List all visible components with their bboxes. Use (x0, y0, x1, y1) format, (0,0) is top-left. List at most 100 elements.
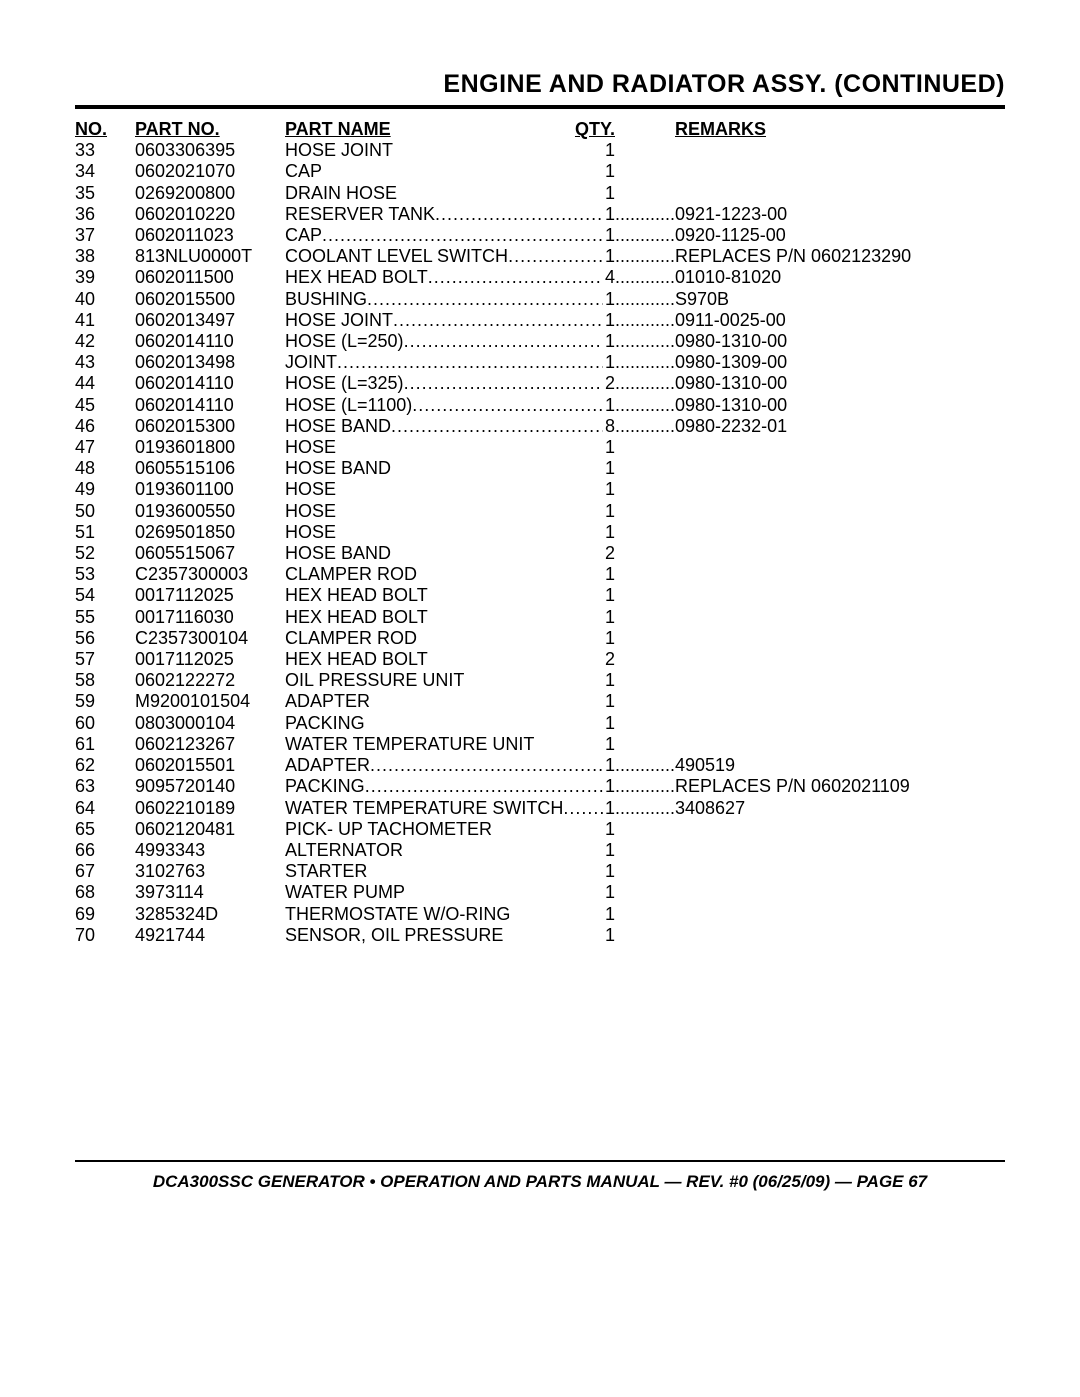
leader-dots: ........................................… (337, 352, 603, 373)
table-row: 580602122272OIL PRESSURE UNIT1 (75, 670, 1005, 691)
table-row: 440602014110HOSE (L=325) ...............… (75, 373, 1005, 394)
table-row: 370602011023CAP ........................… (75, 225, 1005, 246)
cell-name: WATER TEMPERATURE UNIT (285, 734, 534, 755)
cell-qty: 1 (603, 479, 615, 500)
leader-dots: ........................................… (428, 267, 603, 288)
cell-name-qty: ALTERNATOR1 (285, 840, 615, 861)
cell-name: PACKING (285, 776, 365, 797)
leader-dots: ........................................… (322, 225, 603, 246)
leader-dots: ........................................… (615, 416, 675, 437)
cell-qty: 1 (603, 140, 615, 161)
cell-name-qty: HOSE JOINT1 (285, 140, 615, 161)
cell-remarks (675, 501, 1005, 522)
cell-name: SENSOR, OIL PRESSURE (285, 925, 503, 946)
cell-qty: 1 (603, 225, 615, 246)
cell-no: 46 (75, 416, 135, 437)
cell-name-qty: RESERVER TANK ..........................… (285, 204, 615, 225)
table-row: 640602210189WATER TEMPERATURE SWITCH ...… (75, 798, 1005, 819)
table-row: 330603306395HOSE JOINT1 (75, 140, 1005, 161)
cell-name-qty: ADAPTER1 (285, 691, 615, 712)
cell-part-no: 0602015501 (135, 755, 285, 776)
cell-name-qty: ADAPTER ................................… (285, 755, 615, 776)
cell-no: 64 (75, 798, 135, 819)
cell-part-no: 0602122272 (135, 670, 285, 691)
table-row: 600803000104PACKING1 (75, 713, 1005, 734)
table-row: 683973114WATER PUMP1 (75, 882, 1005, 903)
cell-name: HOSE JOINT (285, 310, 393, 331)
cell-no: 52 (75, 543, 135, 564)
cell-remarks (675, 840, 1005, 861)
cell-name: WATER TEMPERATURE SWITCH (285, 798, 563, 819)
table-row: 390602011500HEX HEAD BOLT ..............… (75, 267, 1005, 288)
cell-part-no: 3285324D (135, 904, 285, 925)
cell-part-no: 0602015300 (135, 416, 285, 437)
cell-qty: 1 (603, 585, 615, 606)
cell-name: HOSE BAND (285, 458, 391, 479)
table-row: 500193600550HOSE1 (75, 501, 1005, 522)
cell-name-qty: HOSE JOINT .............................… (285, 310, 615, 331)
cell-name: HOSE BAND (285, 543, 391, 564)
cell-part-no: 0603306395 (135, 140, 285, 161)
cell-qty: 1 (603, 798, 615, 819)
table-row: 38813NLU0000TCOOLANT LEVEL SWITCH ......… (75, 246, 1005, 267)
cell-qty: 2 (603, 649, 615, 670)
cell-name-qty: PACKING ................................… (285, 776, 615, 797)
table-row: 639095720140PACKING ....................… (75, 776, 1005, 797)
cell-qty: 1 (603, 861, 615, 882)
cell-no: 59 (75, 691, 135, 712)
cell-part-no: 3973114 (135, 882, 285, 903)
cell-no: 65 (75, 819, 135, 840)
cell-part-no: 0602021070 (135, 161, 285, 182)
cell-remarks (675, 649, 1005, 670)
cell-remarks: 0920-1125-00 (675, 225, 1005, 246)
cell-qty: 1 (603, 840, 615, 861)
cell-name-qty: JOINT ..................................… (285, 352, 615, 373)
cell-remarks (675, 458, 1005, 479)
cell-name: HEX HEAD BOLT (285, 607, 428, 628)
cell-part-no: 0602010220 (135, 204, 285, 225)
cell-no: 50 (75, 501, 135, 522)
cell-part-no: 0193600550 (135, 501, 285, 522)
cell-qty: 1 (603, 904, 615, 925)
cell-no: 38 (75, 246, 135, 267)
cell-qty: 1 (603, 289, 615, 310)
table-row: 400602015500BUSHING ....................… (75, 289, 1005, 310)
cell-no: 43 (75, 352, 135, 373)
table-row: 550017116030HEX HEAD BOLT1 (75, 607, 1005, 628)
cell-no: 42 (75, 331, 135, 352)
cell-qty: 1 (603, 522, 615, 543)
cell-part-no: 0602011500 (135, 267, 285, 288)
leader-dots: ........................................… (615, 246, 675, 267)
cell-name-qty: BUSHING ................................… (285, 289, 615, 310)
cell-no: 48 (75, 458, 135, 479)
cell-remarks (675, 904, 1005, 925)
cell-part-no: 0605515067 (135, 543, 285, 564)
cell-qty: 2 (603, 543, 615, 564)
cell-name-qty: HOSE1 (285, 501, 615, 522)
table-row: 460602015300HOSE BAND ..................… (75, 416, 1005, 437)
cell-no: 56 (75, 628, 135, 649)
cell-part-no: 0803000104 (135, 713, 285, 734)
cell-remarks (675, 585, 1005, 606)
table-row: 59M9200101504ADAPTER1 (75, 691, 1005, 712)
cell-remarks (675, 882, 1005, 903)
cell-name-qty: HEX HEAD BOLT1 (285, 585, 615, 606)
table-row: 430602013498JOINT ......................… (75, 352, 1005, 373)
table-row: 520605515067HOSE BAND 2 (75, 543, 1005, 564)
cell-qty: 1 (603, 776, 615, 797)
cell-part-no: 0602014110 (135, 395, 285, 416)
cell-name-qty: DRAIN HOSE1 (285, 183, 615, 204)
parts-table: NO. PART NO. PART NAME QTY. REMARKS 3306… (75, 119, 1005, 946)
cell-name-qty: STARTER1 (285, 861, 615, 882)
leader-dots: ........................................… (615, 225, 675, 246)
table-row: 53C2357300003CLAMPER ROD1 (75, 564, 1005, 585)
cell-part-no: 0602120481 (135, 819, 285, 840)
cell-qty: 1 (603, 204, 615, 225)
cell-part-no: 0017112025 (135, 585, 285, 606)
cell-name-qty: CLAMPER ROD1 (285, 628, 615, 649)
cell-name: WATER PUMP (285, 882, 405, 903)
cell-no: 62 (75, 755, 135, 776)
leader-dots: ........................................… (391, 416, 603, 437)
page: ENGINE AND RADIATOR ASSY. (CONTINUED) NO… (0, 0, 1080, 1397)
cell-name-qty: HEX HEAD BOLT ..........................… (285, 267, 615, 288)
